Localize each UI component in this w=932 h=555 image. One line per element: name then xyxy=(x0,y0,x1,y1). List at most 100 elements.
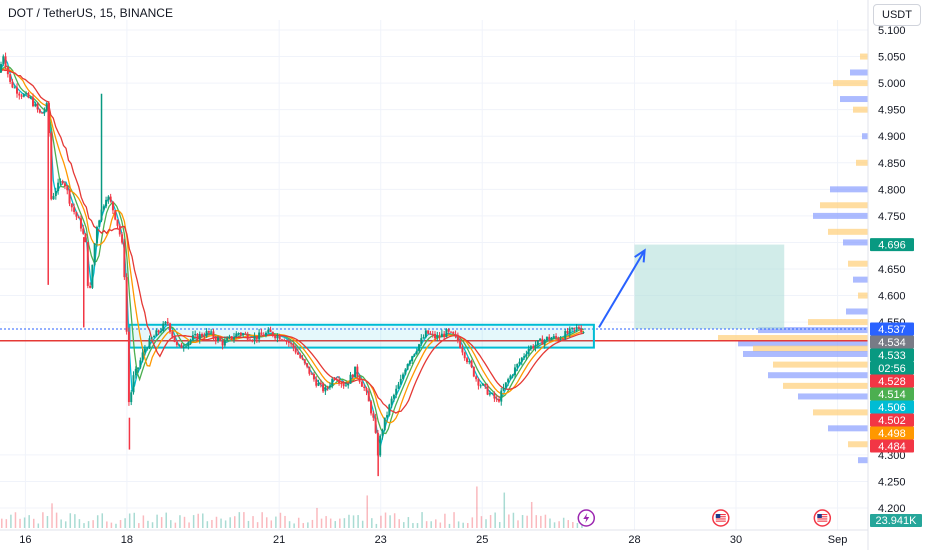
candle-body xyxy=(440,333,443,338)
volume-profile-bar xyxy=(773,361,868,368)
candle-body xyxy=(31,97,34,107)
volume-profile-bar xyxy=(860,53,868,60)
candle-body xyxy=(217,337,220,341)
volume-bar xyxy=(87,521,90,528)
candle-body xyxy=(568,328,571,334)
candle-body xyxy=(422,337,425,339)
volume-bar xyxy=(106,521,108,528)
price-tick-label: 4.850 xyxy=(878,158,906,170)
candle-body xyxy=(459,340,462,348)
candle-body xyxy=(543,340,546,345)
candle-body xyxy=(324,387,327,392)
volume-profile-bar xyxy=(848,441,868,448)
volume-profile-bar xyxy=(753,345,868,352)
volume-bar xyxy=(119,519,122,528)
candle-body xyxy=(191,335,194,340)
price-tick-label: 4.250 xyxy=(878,476,906,488)
volume-bar xyxy=(562,517,565,528)
candle-body xyxy=(429,333,432,335)
volume-bar xyxy=(83,523,85,528)
price-label-bg xyxy=(870,361,914,375)
volume-bar xyxy=(567,520,569,528)
candle-body xyxy=(29,97,32,99)
candle-body xyxy=(54,191,57,197)
volume-profile-bar xyxy=(850,69,868,76)
candle-body xyxy=(497,399,500,402)
volume-bar xyxy=(297,517,300,528)
unit-button[interactable]: USDT xyxy=(873,4,921,26)
candle-body xyxy=(11,81,14,88)
candle-body xyxy=(180,344,183,349)
candle-body xyxy=(25,93,28,95)
candle-body xyxy=(580,328,583,333)
volume-bar xyxy=(339,518,341,528)
volume-profile-bar xyxy=(813,212,868,219)
candle-body xyxy=(127,331,130,403)
candle-body xyxy=(258,332,261,340)
candle-body xyxy=(274,335,277,339)
event-icons[interactable] xyxy=(577,509,832,527)
candle-body xyxy=(491,393,494,395)
time-axis[interactable]: 16 18 21 23 25 28 30 Sep xyxy=(0,529,868,546)
candle-body xyxy=(198,333,201,340)
candle-body xyxy=(150,337,153,339)
candle-body xyxy=(431,333,434,335)
candle-body xyxy=(571,327,574,329)
candle-body xyxy=(100,209,103,221)
volume-bar xyxy=(425,521,428,528)
candle-body xyxy=(278,335,281,340)
candle-body xyxy=(511,375,514,377)
candle-body xyxy=(267,329,270,333)
candle-body xyxy=(166,321,169,324)
volume-profile-bar xyxy=(858,457,868,464)
volume-bar xyxy=(170,520,172,528)
volume-bar xyxy=(293,523,295,528)
price-tick-label: 5.000 xyxy=(878,78,906,90)
price-label: 02:56 xyxy=(878,363,906,375)
volume-profile-bar xyxy=(820,202,868,209)
flag-stripe xyxy=(817,514,828,516)
candle-body xyxy=(201,333,204,337)
volume-bar xyxy=(69,513,72,528)
candle-body xyxy=(237,333,240,335)
candle-body xyxy=(363,386,366,389)
flag-stripe xyxy=(817,520,828,522)
candle-body xyxy=(139,360,142,368)
candle-body xyxy=(379,435,382,456)
candle-body xyxy=(171,331,174,337)
volume-bar xyxy=(202,513,204,528)
volume-bar xyxy=(530,501,533,528)
price-label: 4.528 xyxy=(878,376,906,388)
volume-bar xyxy=(549,518,551,528)
candle-body xyxy=(354,366,357,378)
candle-body xyxy=(260,332,263,335)
candle-body xyxy=(552,336,555,339)
candle-body xyxy=(322,383,325,392)
time-tick-label: 30 xyxy=(730,534,742,546)
candle-body xyxy=(134,368,137,376)
volume-bar xyxy=(138,523,140,528)
candle-body xyxy=(219,337,222,341)
candle-body xyxy=(107,196,110,200)
candle-body xyxy=(16,87,19,94)
volume-profile-bar xyxy=(813,409,868,416)
volume-bar xyxy=(489,515,492,528)
candle-body xyxy=(484,383,487,386)
candle-body xyxy=(2,56,5,65)
candle-body xyxy=(504,382,507,388)
volume-bar xyxy=(498,522,501,528)
volume-bar xyxy=(1,518,3,528)
candle-body xyxy=(251,340,254,342)
volume-bars xyxy=(1,486,583,528)
candle-body xyxy=(50,133,53,200)
candle-body xyxy=(13,87,16,89)
volume-bar xyxy=(183,516,186,528)
volume-bar xyxy=(174,522,177,528)
price-label: 4.537 xyxy=(878,324,906,336)
candle-body xyxy=(36,103,39,110)
candle-body xyxy=(18,93,21,96)
candle-body xyxy=(356,366,359,377)
